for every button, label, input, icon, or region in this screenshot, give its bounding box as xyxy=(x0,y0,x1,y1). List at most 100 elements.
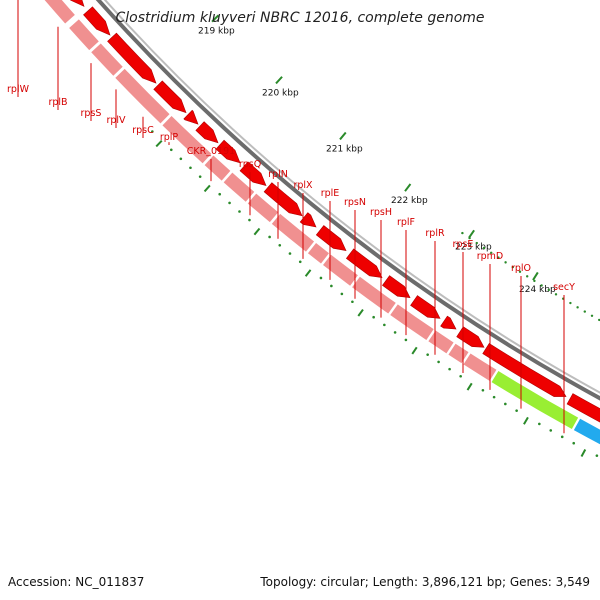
outer-dot xyxy=(515,409,518,412)
backbone-line xyxy=(95,0,600,401)
scale-minor-dot xyxy=(569,301,572,305)
outer-dot xyxy=(330,284,333,288)
gene-bar-segment xyxy=(390,304,434,340)
scale-label: 222 kbp xyxy=(391,196,428,206)
scale-minor-dot xyxy=(576,306,579,309)
gene-label: rplR xyxy=(425,228,445,239)
scale-minor-dot xyxy=(540,284,543,287)
scale-label: 223 kbp xyxy=(455,243,492,253)
gene-bar-blue xyxy=(573,418,600,445)
outer-dot xyxy=(179,157,183,161)
gene-label: rplP xyxy=(160,132,179,143)
outer-dot xyxy=(572,441,576,445)
gene-arrow xyxy=(315,225,347,251)
scale-major-tick xyxy=(211,14,220,23)
scale-minor-dot xyxy=(468,236,471,240)
scale-major-tick xyxy=(532,271,539,281)
gene-bar-segment xyxy=(223,172,255,202)
gene-label: rplF xyxy=(397,217,415,228)
outer-tick xyxy=(357,308,364,317)
outer-dot xyxy=(404,338,408,342)
gene-label: rpsN xyxy=(344,197,366,208)
gene-label: CKR_0191 xyxy=(187,146,235,157)
outer-dot xyxy=(189,166,192,170)
outer-dot xyxy=(595,454,599,457)
gene-arrow xyxy=(239,161,267,186)
topology-text: Topology: circular; Length: 3,896,121 bp… xyxy=(260,575,590,589)
gene-bar-segment xyxy=(448,343,469,364)
gene-bar-segment xyxy=(162,116,212,164)
scale-minor-dot xyxy=(583,310,586,313)
gene-arrow xyxy=(215,139,241,164)
scale-major-tick xyxy=(468,229,475,239)
gene-bar-segment xyxy=(44,0,75,24)
outer-dot xyxy=(393,331,397,334)
gene-arrow xyxy=(107,32,157,84)
outer-tick xyxy=(203,184,211,193)
outer-dot xyxy=(268,235,271,239)
scale-minor-dot xyxy=(533,279,536,283)
scale-minor-dot xyxy=(497,256,500,259)
scale-minor-dot xyxy=(461,231,464,235)
gene-bar-segment xyxy=(69,19,99,51)
gene-bar-segment xyxy=(323,254,358,286)
scale-label: 224 kbp xyxy=(519,285,556,295)
gene-bar-segment xyxy=(115,68,170,124)
outer-dot xyxy=(169,148,173,152)
scale-minor-dot xyxy=(518,270,522,273)
genome-backbone xyxy=(95,0,600,457)
gene-bar-segment xyxy=(463,353,497,381)
scale-minor-dot xyxy=(475,241,478,245)
outer-dot xyxy=(459,374,462,378)
gene-labels: rplW rplB rpsS rplV rpsC rplP CKR_0191 rpsQ rplN… xyxy=(7,0,575,434)
outer-tick xyxy=(155,140,163,148)
outer-tick xyxy=(466,382,473,391)
gene-arrow xyxy=(183,109,199,125)
outer-dot xyxy=(437,360,440,364)
gene-arrow xyxy=(153,80,187,114)
outer-dot xyxy=(319,276,323,280)
gene-bar-segment xyxy=(247,193,279,223)
gene-label: secY xyxy=(553,282,575,293)
gene-bar-segment xyxy=(352,276,396,314)
outer-dot xyxy=(288,252,292,255)
gene-label: rpsC xyxy=(132,125,154,136)
gene-arrow xyxy=(263,182,303,217)
scale-minor-dot xyxy=(590,314,594,317)
scale-label: 221 kbp xyxy=(326,144,363,154)
gene-bar-segment xyxy=(271,213,315,252)
scale-minor-dot xyxy=(547,288,550,292)
gene-arrow xyxy=(195,121,219,144)
scale-major-tick xyxy=(339,131,347,141)
outer-tick xyxy=(580,448,587,457)
outer-tick xyxy=(523,416,529,425)
gene-label: rplW xyxy=(7,84,30,95)
gene-arrow xyxy=(566,393,600,423)
gene-arrow xyxy=(410,295,441,319)
scale-minor-dot xyxy=(490,251,493,255)
outer-dot-ring xyxy=(151,130,599,457)
page-title: Clostridium kluyveri NBRC 12016, complet… xyxy=(115,10,485,26)
gene-bar-segment xyxy=(307,243,329,264)
outer-tick xyxy=(253,227,261,236)
gene-label: rplN xyxy=(268,169,288,180)
gene-label: rpsE xyxy=(453,239,474,250)
gene-arrow xyxy=(482,343,567,397)
gene-tracks xyxy=(44,0,600,445)
gene-label: rplO xyxy=(511,263,531,274)
outer-dot xyxy=(238,210,241,213)
outer-dot xyxy=(504,402,507,406)
gene-bar-green xyxy=(491,371,579,430)
outer-dot xyxy=(198,175,202,178)
gene-bar-segment xyxy=(428,330,454,354)
gene-bar-segment xyxy=(204,155,231,181)
accession-text: Accession: NC_011837 xyxy=(8,575,145,589)
gene-label: rplE xyxy=(321,188,340,199)
gene-arrow xyxy=(382,275,411,299)
outer-dot xyxy=(340,292,344,296)
outer-dot xyxy=(218,192,222,196)
gene-arrow xyxy=(456,326,485,348)
gene-label: rplV xyxy=(106,115,126,126)
